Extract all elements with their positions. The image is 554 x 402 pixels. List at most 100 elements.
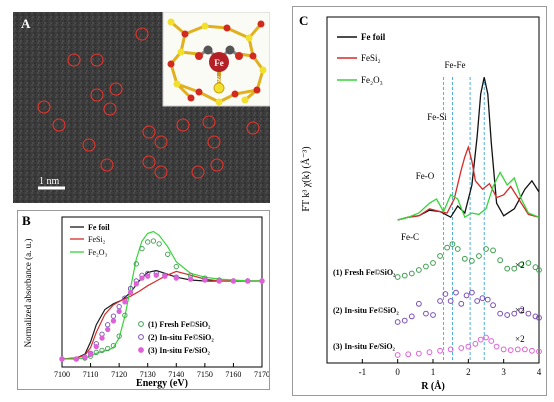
exafs-point-3 <box>449 241 456 248</box>
xanes-point-5 <box>59 356 65 362</box>
xanes-point-5 <box>87 351 94 357</box>
multiplier-label-2: ×2 <box>515 305 525 315</box>
exafs-plot: C -1 0 1 2 3 4 R (Å) FT k³ χ(k) (Å⁻³) Fe foil… <box>299 13 542 392</box>
inset-si-atom <box>213 82 225 94</box>
xanes-point-3 <box>116 333 122 339</box>
inset-fe-label: Fe <box>214 58 224 68</box>
exafs-point-3 <box>504 265 511 272</box>
x-tick-label-c: 2 <box>466 367 471 377</box>
exafs-point-5 <box>529 347 535 354</box>
legend-b-references: Fe foil FeSi₂ Fe₂O₃ <box>70 223 110 257</box>
xanes-point-3 <box>133 261 139 267</box>
legend-c: Fe foil FeSi₂ Fe₂O₃ <box>337 32 386 85</box>
peak-label-fe-fe: Fe-Fe <box>445 60 466 70</box>
exafs-series-group <box>394 77 542 358</box>
xanes-point-5 <box>145 273 151 279</box>
xanes-point-5 <box>187 276 194 282</box>
inset-framework-atoms <box>167 18 267 106</box>
x-tick-label-b: 7160 <box>225 370 241 379</box>
atom-marker-circle <box>82 138 96 152</box>
legend-c-item-0: Fe foil <box>361 32 386 42</box>
exafs-point-4 <box>415 300 422 307</box>
exafs-point-5 <box>483 334 489 341</box>
xanes-series-group <box>59 230 265 362</box>
multiplier-label-3: ×2 <box>515 334 525 344</box>
atom-marker-circle <box>52 118 66 132</box>
xanes-point-5 <box>82 354 88 360</box>
xanes-point-5 <box>122 299 128 305</box>
xanes-point-3 <box>139 245 145 252</box>
exafs-point-3 <box>468 258 475 264</box>
inset-si-label: Si <box>216 75 223 84</box>
legend-c-item-2: Fe₂O₃ <box>361 75 383 85</box>
exafs-point-4 <box>453 289 459 296</box>
xanes-point-3 <box>150 238 157 244</box>
legend-b-sample-1: (2) In-situ Fe©SiO₂ <box>148 333 214 342</box>
exafs-point-4 <box>458 300 465 307</box>
exafs-point-4 <box>447 298 454 304</box>
peak-label-fe-si: Fe-Si <box>427 112 447 122</box>
scale-bar-label: 1 nm <box>39 176 60 187</box>
peak-guide-lines <box>443 77 485 361</box>
exafs-point-5 <box>536 348 542 355</box>
stem-image-canvas: A 1 nm <box>13 12 270 203</box>
x-axis-ticks-b: 7100 7110 7120 7130 7140 7150 7160 7170 <box>54 363 270 379</box>
xanes-point-5 <box>245 278 251 284</box>
atom-marker-circle <box>154 165 168 179</box>
atom-marker-circle <box>191 165 205 179</box>
x-tick-label-c: 3 <box>501 367 506 377</box>
xanes-point-5 <box>202 277 208 283</box>
peak-label-fe-o: Fe-O <box>416 171 435 181</box>
inset-fe-atom <box>209 52 229 72</box>
exafs-point-3 <box>476 253 482 259</box>
atom-marker-circle <box>109 82 123 96</box>
exafs-point-3 <box>536 267 542 273</box>
exafs-point-3 <box>532 264 539 271</box>
exafs-point-3 <box>511 265 518 272</box>
x-tick-label-b: 7140 <box>168 370 184 379</box>
atom-marker-circle <box>103 102 117 116</box>
exafs-point-4 <box>536 314 542 321</box>
exafs-point-3 <box>408 270 415 277</box>
xanes-point-5 <box>230 278 237 284</box>
exafs-point-3 <box>423 263 429 270</box>
x-tick-label-c: 0 <box>395 367 400 377</box>
exafs-point-4 <box>484 296 491 303</box>
exafs-point-4 <box>423 310 429 317</box>
x-tick-label-b: 7100 <box>54 370 70 379</box>
exafs-point-5 <box>500 346 507 353</box>
sample-label-3: (3) In-situ Fe/SiO₂ <box>333 342 396 351</box>
exafs-point-4 <box>532 313 539 320</box>
exafs-point-3 <box>401 272 408 279</box>
xanes-point-3 <box>93 349 99 355</box>
exafs-point-4 <box>442 291 449 297</box>
exafs-point-4 <box>468 289 475 296</box>
x-axis-ticks-c: -1 0 1 2 3 4 <box>359 359 542 377</box>
exafs-point-5 <box>514 346 521 353</box>
xanes-point-3 <box>99 347 105 354</box>
legend-b-item-0: Fe foil <box>88 223 110 232</box>
exafs-point-4 <box>474 298 481 304</box>
exafs-point-5 <box>415 350 422 357</box>
exafs-point-5 <box>465 343 472 350</box>
xanes-point-5 <box>116 308 122 315</box>
exafs-point-3 <box>490 247 496 254</box>
xanes-point-3 <box>165 251 171 257</box>
panel-b-letter: B <box>22 213 31 228</box>
x-axis-label-b: Energy (eV) <box>136 378 188 389</box>
exafs-line-1 <box>397 144 540 221</box>
sample-label-2: (2) In-situ Fe©SiO₂ <box>333 306 399 315</box>
exafs-point-4 <box>401 317 408 324</box>
xanes-point-4 <box>116 304 122 310</box>
x-tick-label-c: -1 <box>359 367 367 377</box>
legend-b-item-1: FeSi₂ <box>88 235 106 244</box>
exafs-point-3 <box>454 246 461 252</box>
exafs-point-5 <box>458 345 465 351</box>
exafs-line-2 <box>397 171 540 221</box>
exafs-point-5 <box>507 347 514 354</box>
exafs-point-3 <box>483 246 489 252</box>
xanes-point-3 <box>173 264 179 270</box>
xanes-point-5 <box>139 275 145 281</box>
x-tick-label-b: 7170 <box>254 370 269 379</box>
xanes-point-3 <box>122 312 128 318</box>
